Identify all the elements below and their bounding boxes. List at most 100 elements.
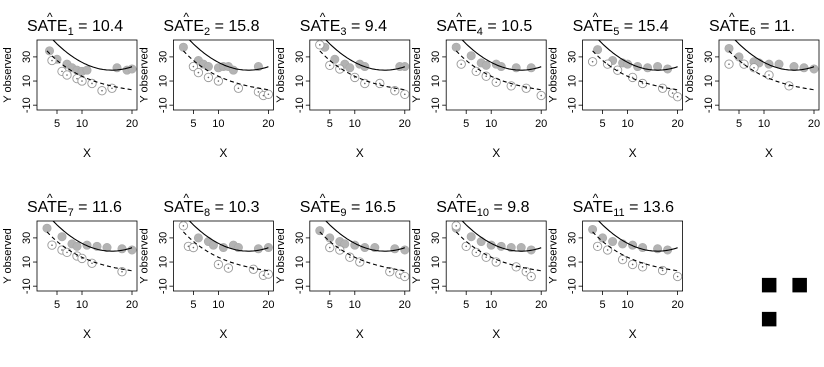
plot-area <box>178 221 274 280</box>
treated-point <box>481 60 491 70</box>
treated-point <box>400 245 410 255</box>
title-subscript: 3 <box>340 26 346 38</box>
control-point-center <box>485 256 488 259</box>
control-point-center <box>237 87 240 90</box>
title-prefix: SATE <box>436 18 477 35</box>
treated-point <box>608 237 618 247</box>
treated-point <box>598 233 608 243</box>
x-tick-label: 20 <box>399 299 411 311</box>
y-axis-label: Y observed <box>275 47 287 102</box>
panel-title: SATE9 = 16.5 <box>300 199 396 219</box>
control-point-center <box>525 270 527 273</box>
title-hat: ^ <box>47 191 53 205</box>
x-tick-label: 10 <box>212 299 224 311</box>
title-value: = 10.4 <box>74 18 123 35</box>
y-tick-label: 10 <box>157 75 169 87</box>
title-hat: ^ <box>456 191 462 205</box>
plot-frame <box>36 39 138 111</box>
x-tick-label: 20 <box>126 299 138 311</box>
y-tick-label: -10 <box>157 278 169 294</box>
control-point-center <box>262 94 265 97</box>
control-point-center <box>257 91 260 93</box>
treated-point <box>653 62 663 72</box>
title-prefix: SATE <box>163 18 204 35</box>
y-tick-label: -10 <box>294 97 306 113</box>
title-subscript: 9 <box>340 207 346 219</box>
treated-point <box>516 243 526 253</box>
title-prefix: SATE <box>573 199 614 216</box>
plot-area <box>451 40 546 101</box>
x-tick-label: 10 <box>349 299 361 311</box>
plot-frame <box>172 220 274 292</box>
control-point-center <box>606 63 609 65</box>
plot-area <box>42 221 137 277</box>
treated-point <box>42 223 52 233</box>
x-axis-label: X <box>83 146 91 160</box>
control-response-curve <box>728 50 815 91</box>
treated-response-curve <box>52 40 133 71</box>
plot-frame <box>445 220 547 292</box>
treated-point <box>44 46 54 56</box>
treated-point <box>724 43 734 53</box>
control-point-center <box>192 65 195 68</box>
title-prefix: SATE <box>27 18 68 35</box>
control-point-center <box>631 263 634 266</box>
control-response-curve <box>319 231 405 272</box>
x-tick-label: 5 <box>54 118 60 130</box>
plot-area <box>587 40 683 102</box>
treated-point <box>809 64 819 74</box>
control-point-center <box>389 270 391 273</box>
y-tick-label: 10 <box>21 75 33 87</box>
y-tick-label: 30 <box>294 232 306 244</box>
title-prefix: SATE <box>709 18 750 35</box>
panel-title: SATE10 = 9.8 <box>436 199 529 219</box>
y-tick-label: 30 <box>567 51 579 63</box>
control-point-center <box>631 76 634 79</box>
x-tick-label: 10 <box>349 118 361 130</box>
control-point-center <box>641 266 644 268</box>
control-point-center <box>676 95 679 98</box>
title-hat: ^ <box>593 10 599 24</box>
control-point-center <box>743 63 745 65</box>
title-prefix: SATE <box>436 199 477 216</box>
treated-point <box>82 65 92 75</box>
treated-point <box>588 224 598 234</box>
title-subscript: 6 <box>750 26 756 38</box>
y-axis-label: Y observed <box>138 228 150 283</box>
control-point-center <box>91 82 93 85</box>
treated-point <box>466 51 476 61</box>
more-panels-ellipsis: ■ ■ ■ <box>760 268 811 335</box>
title-value: = 16.5 <box>347 199 396 216</box>
treated-point <box>400 62 410 72</box>
title-prefix: SATE <box>27 199 68 216</box>
title-hat: ^ <box>183 10 189 24</box>
x-axis-label: X <box>492 146 500 160</box>
title-subscript: 5 <box>613 26 619 38</box>
y-axis-label: Y observed <box>548 228 560 283</box>
treated-response-curve <box>597 40 678 71</box>
title-value: = 10.5 <box>483 18 532 35</box>
y-tick-label: 30 <box>21 232 33 244</box>
x-axis-label: X <box>492 327 500 341</box>
treated-point <box>390 244 400 254</box>
treated-point <box>340 239 350 249</box>
x-tick-label: 20 <box>535 299 547 311</box>
panel-title: SATE3 = 9.4 <box>300 18 387 38</box>
panel-title: SATE8 = 10.3 <box>163 199 259 219</box>
plot-area <box>588 221 683 282</box>
y-tick-label: -10 <box>430 278 442 294</box>
title-hat: ^ <box>183 191 189 205</box>
x-tick-label: 20 <box>535 118 547 130</box>
treated-response-curve <box>188 40 269 71</box>
control-response-curve <box>455 231 542 272</box>
title-hat: ^ <box>320 10 326 24</box>
y-tick-label: -10 <box>157 97 169 113</box>
control-response-curve <box>592 50 678 91</box>
y-tick-label: 30 <box>21 51 33 63</box>
plot-area <box>178 40 274 101</box>
